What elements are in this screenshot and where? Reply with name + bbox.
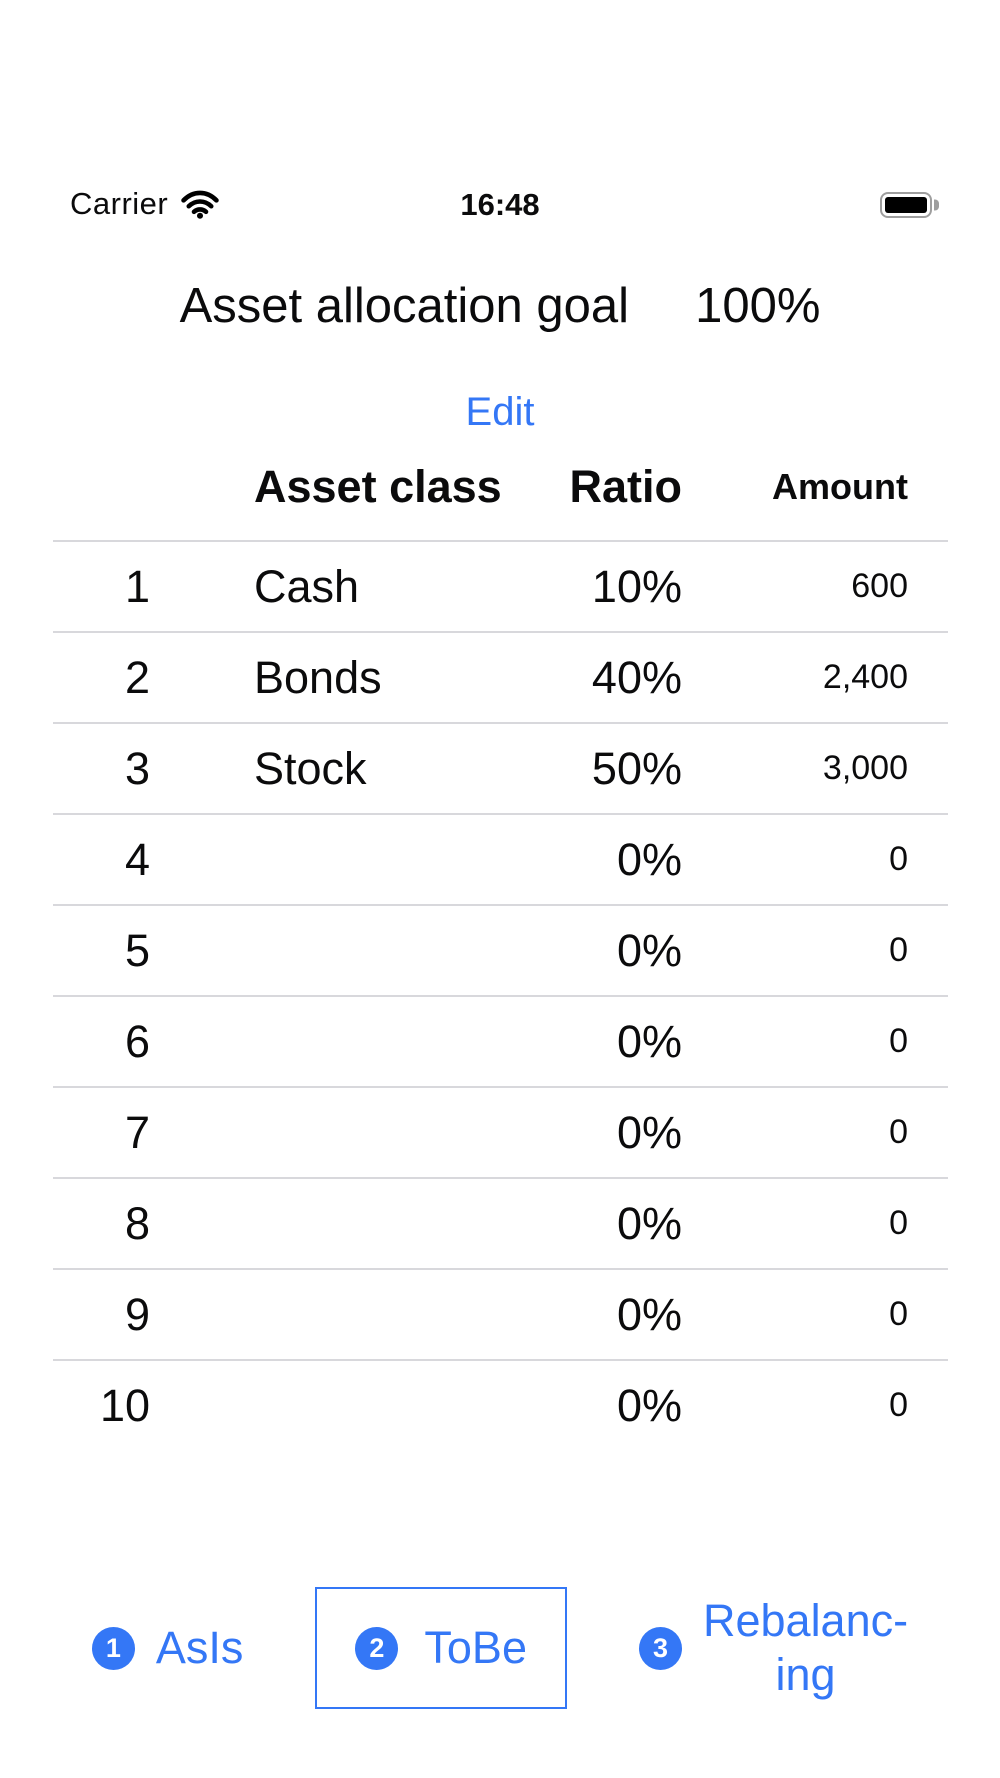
row-asset-class: Cash (254, 560, 360, 612)
table-row[interactable]: 2 Bonds 40% 2,400 (53, 631, 948, 722)
tab-asis-label: AsIs (155, 1622, 244, 1673)
table-row[interactable]: 8 0% 0 (53, 1177, 948, 1268)
row-amount: 2,400 (822, 658, 908, 696)
header-asset-class: Asset class (254, 461, 502, 512)
tab-bar: 1 AsIs 2 ToBe 3 Rebalanc-ing (0, 1587, 1000, 1709)
row-index: 8 (124, 1197, 150, 1249)
table-header: Asset class Ratio Amount (53, 452, 948, 522)
row-amount: 0 (889, 1022, 908, 1060)
row-index: 6 (124, 1015, 150, 1067)
row-index: 9 (124, 1288, 150, 1340)
battery-cap (934, 199, 939, 211)
row-index: 10 (99, 1379, 150, 1431)
table-row[interactable]: 1 Cash 10% 600 (53, 540, 948, 631)
total-percentage: 100% (695, 279, 821, 333)
wifi-icon (181, 190, 219, 219)
status-bar: Carrier 16:48 (0, 186, 1000, 234)
table-row[interactable]: 9 0% 0 (53, 1268, 948, 1359)
battery-icon (880, 192, 939, 218)
table-row[interactable]: 5 0% 0 (53, 904, 948, 995)
row-ratio: 0% (616, 1379, 682, 1431)
table-row[interactable]: 10 0% 0 (53, 1359, 948, 1450)
row-ratio: 10% (591, 560, 682, 612)
header-amount: Amount (772, 466, 908, 507)
row-asset-class: Bonds (254, 651, 382, 703)
row-ratio: 40% (591, 651, 682, 703)
row-amount: 0 (889, 931, 908, 969)
tab-tobe[interactable]: 2 ToBe (315, 1587, 567, 1709)
row-ratio: 0% (616, 1197, 682, 1249)
tab-rebalancing-label-line2: ing (775, 1649, 836, 1700)
row-amount: 0 (889, 840, 908, 878)
row-amount: 0 (889, 1113, 908, 1151)
tab-asis[interactable]: 1 AsIs (91, 1622, 244, 1674)
row-index: 7 (124, 1106, 150, 1158)
tab-rebalancing-label-line1: Rebalanc- (702, 1595, 909, 1646)
row-amount: 3,000 (822, 749, 908, 787)
table-row[interactable]: 7 0% 0 (53, 1086, 948, 1177)
tab-rebalancing[interactable]: 3 Rebalanc-ing (638, 1594, 908, 1702)
row-ratio: 50% (591, 742, 682, 794)
row-amount: 0 (889, 1295, 908, 1333)
row-amount: 0 (889, 1204, 908, 1242)
row-amount: 0 (889, 1386, 908, 1424)
row-ratio: 0% (616, 1015, 682, 1067)
carrier-group: Carrier (70, 186, 219, 222)
row-index: 1 (124, 560, 150, 612)
row-asset-class: Stock (254, 742, 367, 794)
table-row[interactable]: 6 0% 0 (53, 995, 948, 1086)
row-index: 3 (124, 742, 150, 794)
row-ratio: 0% (616, 1288, 682, 1340)
battery-level (885, 197, 927, 213)
step-2-badge: 2 (355, 1626, 399, 1670)
row-ratio: 0% (616, 833, 682, 885)
row-ratio: 0% (616, 924, 682, 976)
table-row[interactable]: 3 Stock 50% 3,000 (53, 722, 948, 813)
row-amount: 600 (851, 567, 908, 605)
step-1-badge: 1 (91, 1626, 135, 1670)
row-ratio: 0% (616, 1106, 682, 1158)
header-ratio: Ratio (569, 461, 683, 512)
allocation-table: 1 Cash 10% 600 2 Bonds 40% 2,400 3 Stock… (53, 540, 948, 1450)
carrier-label: Carrier (70, 186, 169, 221)
tab-tobe-label: ToBe (424, 1622, 527, 1673)
row-index: 4 (124, 833, 150, 885)
status-time: 16:48 (460, 187, 540, 222)
page-title: Asset allocation goal (179, 279, 630, 333)
row-index: 2 (124, 651, 150, 703)
edit-button[interactable]: Edit (0, 390, 1000, 435)
title-row: Asset allocation goal 100% (0, 278, 1000, 334)
row-index: 5 (124, 924, 150, 976)
step-3-badge: 3 (638, 1626, 682, 1670)
tab-rebalancing-label: Rebalanc-ing (703, 1594, 908, 1702)
table-row[interactable]: 4 0% 0 (53, 813, 948, 904)
